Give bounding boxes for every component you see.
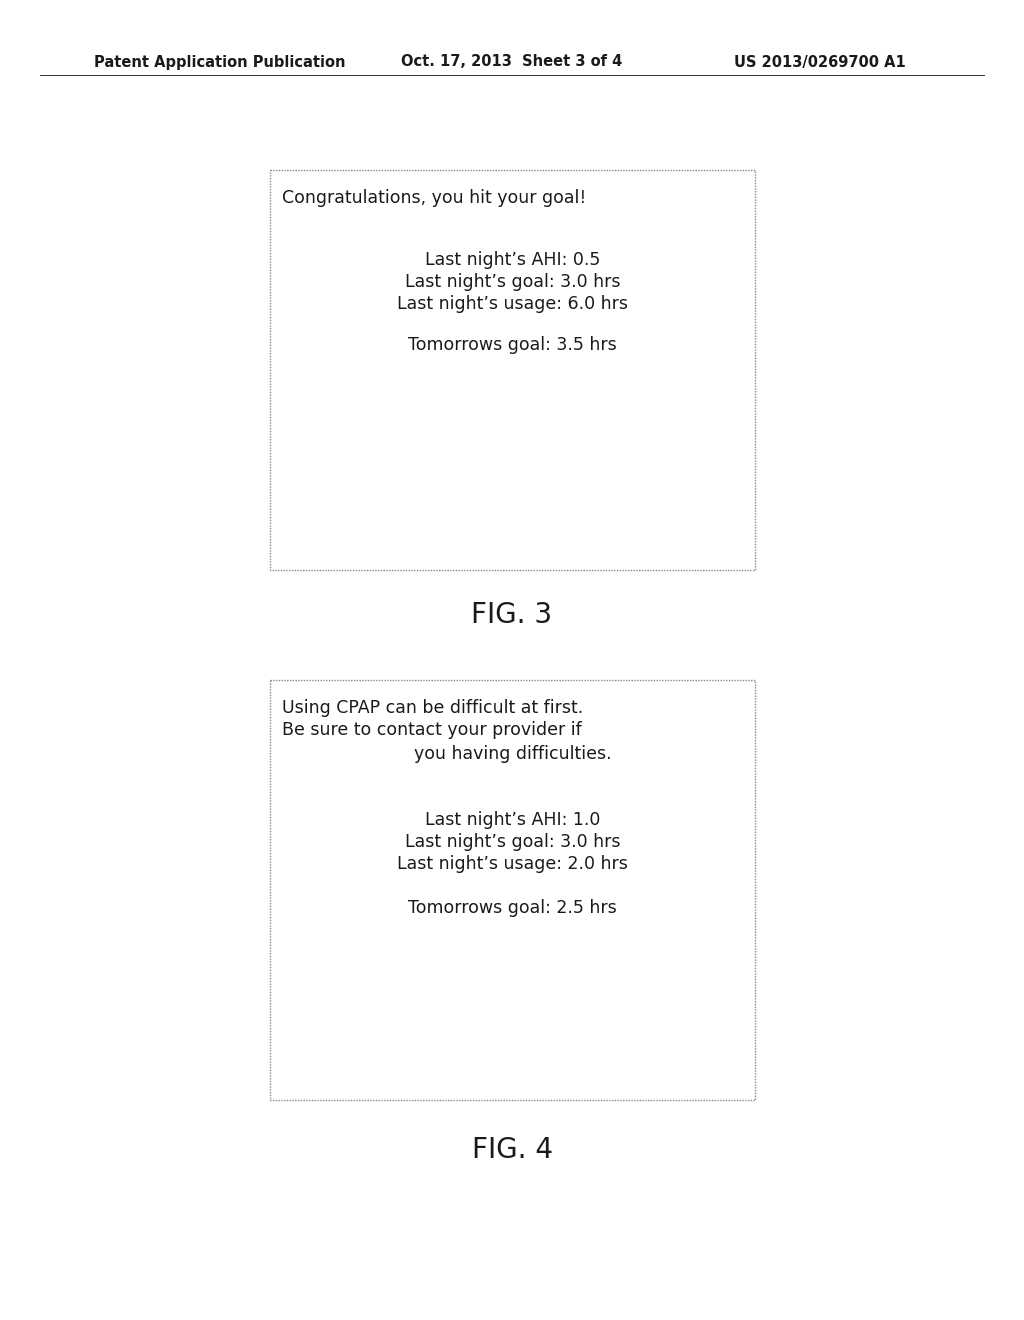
Text: Last night’s usage: 6.0 hrs: Last night’s usage: 6.0 hrs [397, 294, 628, 313]
Text: Last night’s usage: 2.0 hrs: Last night’s usage: 2.0 hrs [397, 855, 628, 873]
Text: Patent Application Publication: Patent Application Publication [94, 54, 346, 70]
Text: Be sure to contact your provider if: Be sure to contact your provider if [282, 721, 582, 739]
Text: Tomorrows goal: 2.5 hrs: Tomorrows goal: 2.5 hrs [409, 899, 616, 917]
Text: Last night’s goal: 3.0 hrs: Last night’s goal: 3.0 hrs [404, 833, 621, 851]
Text: Using CPAP can be difficult at first.: Using CPAP can be difficult at first. [282, 700, 584, 717]
Text: FIG. 4: FIG. 4 [471, 1137, 553, 1164]
Text: Oct. 17, 2013  Sheet 3 of 4: Oct. 17, 2013 Sheet 3 of 4 [401, 54, 623, 70]
Text: FIG. 3: FIG. 3 [471, 601, 553, 630]
Text: you having difficulties.: you having difficulties. [414, 744, 611, 763]
Text: Last night’s goal: 3.0 hrs: Last night’s goal: 3.0 hrs [404, 273, 621, 290]
Text: Congratulations, you hit your goal!: Congratulations, you hit your goal! [282, 189, 587, 207]
Text: US 2013/0269700 A1: US 2013/0269700 A1 [734, 54, 906, 70]
Text: Last night’s AHI: 1.0: Last night’s AHI: 1.0 [425, 810, 600, 829]
Bar [270, 170, 755, 570]
Text: Last night’s AHI: 0.5: Last night’s AHI: 0.5 [425, 251, 600, 269]
Bar [270, 680, 755, 1100]
Text: Tomorrows goal: 3.5 hrs: Tomorrows goal: 3.5 hrs [409, 337, 616, 354]
